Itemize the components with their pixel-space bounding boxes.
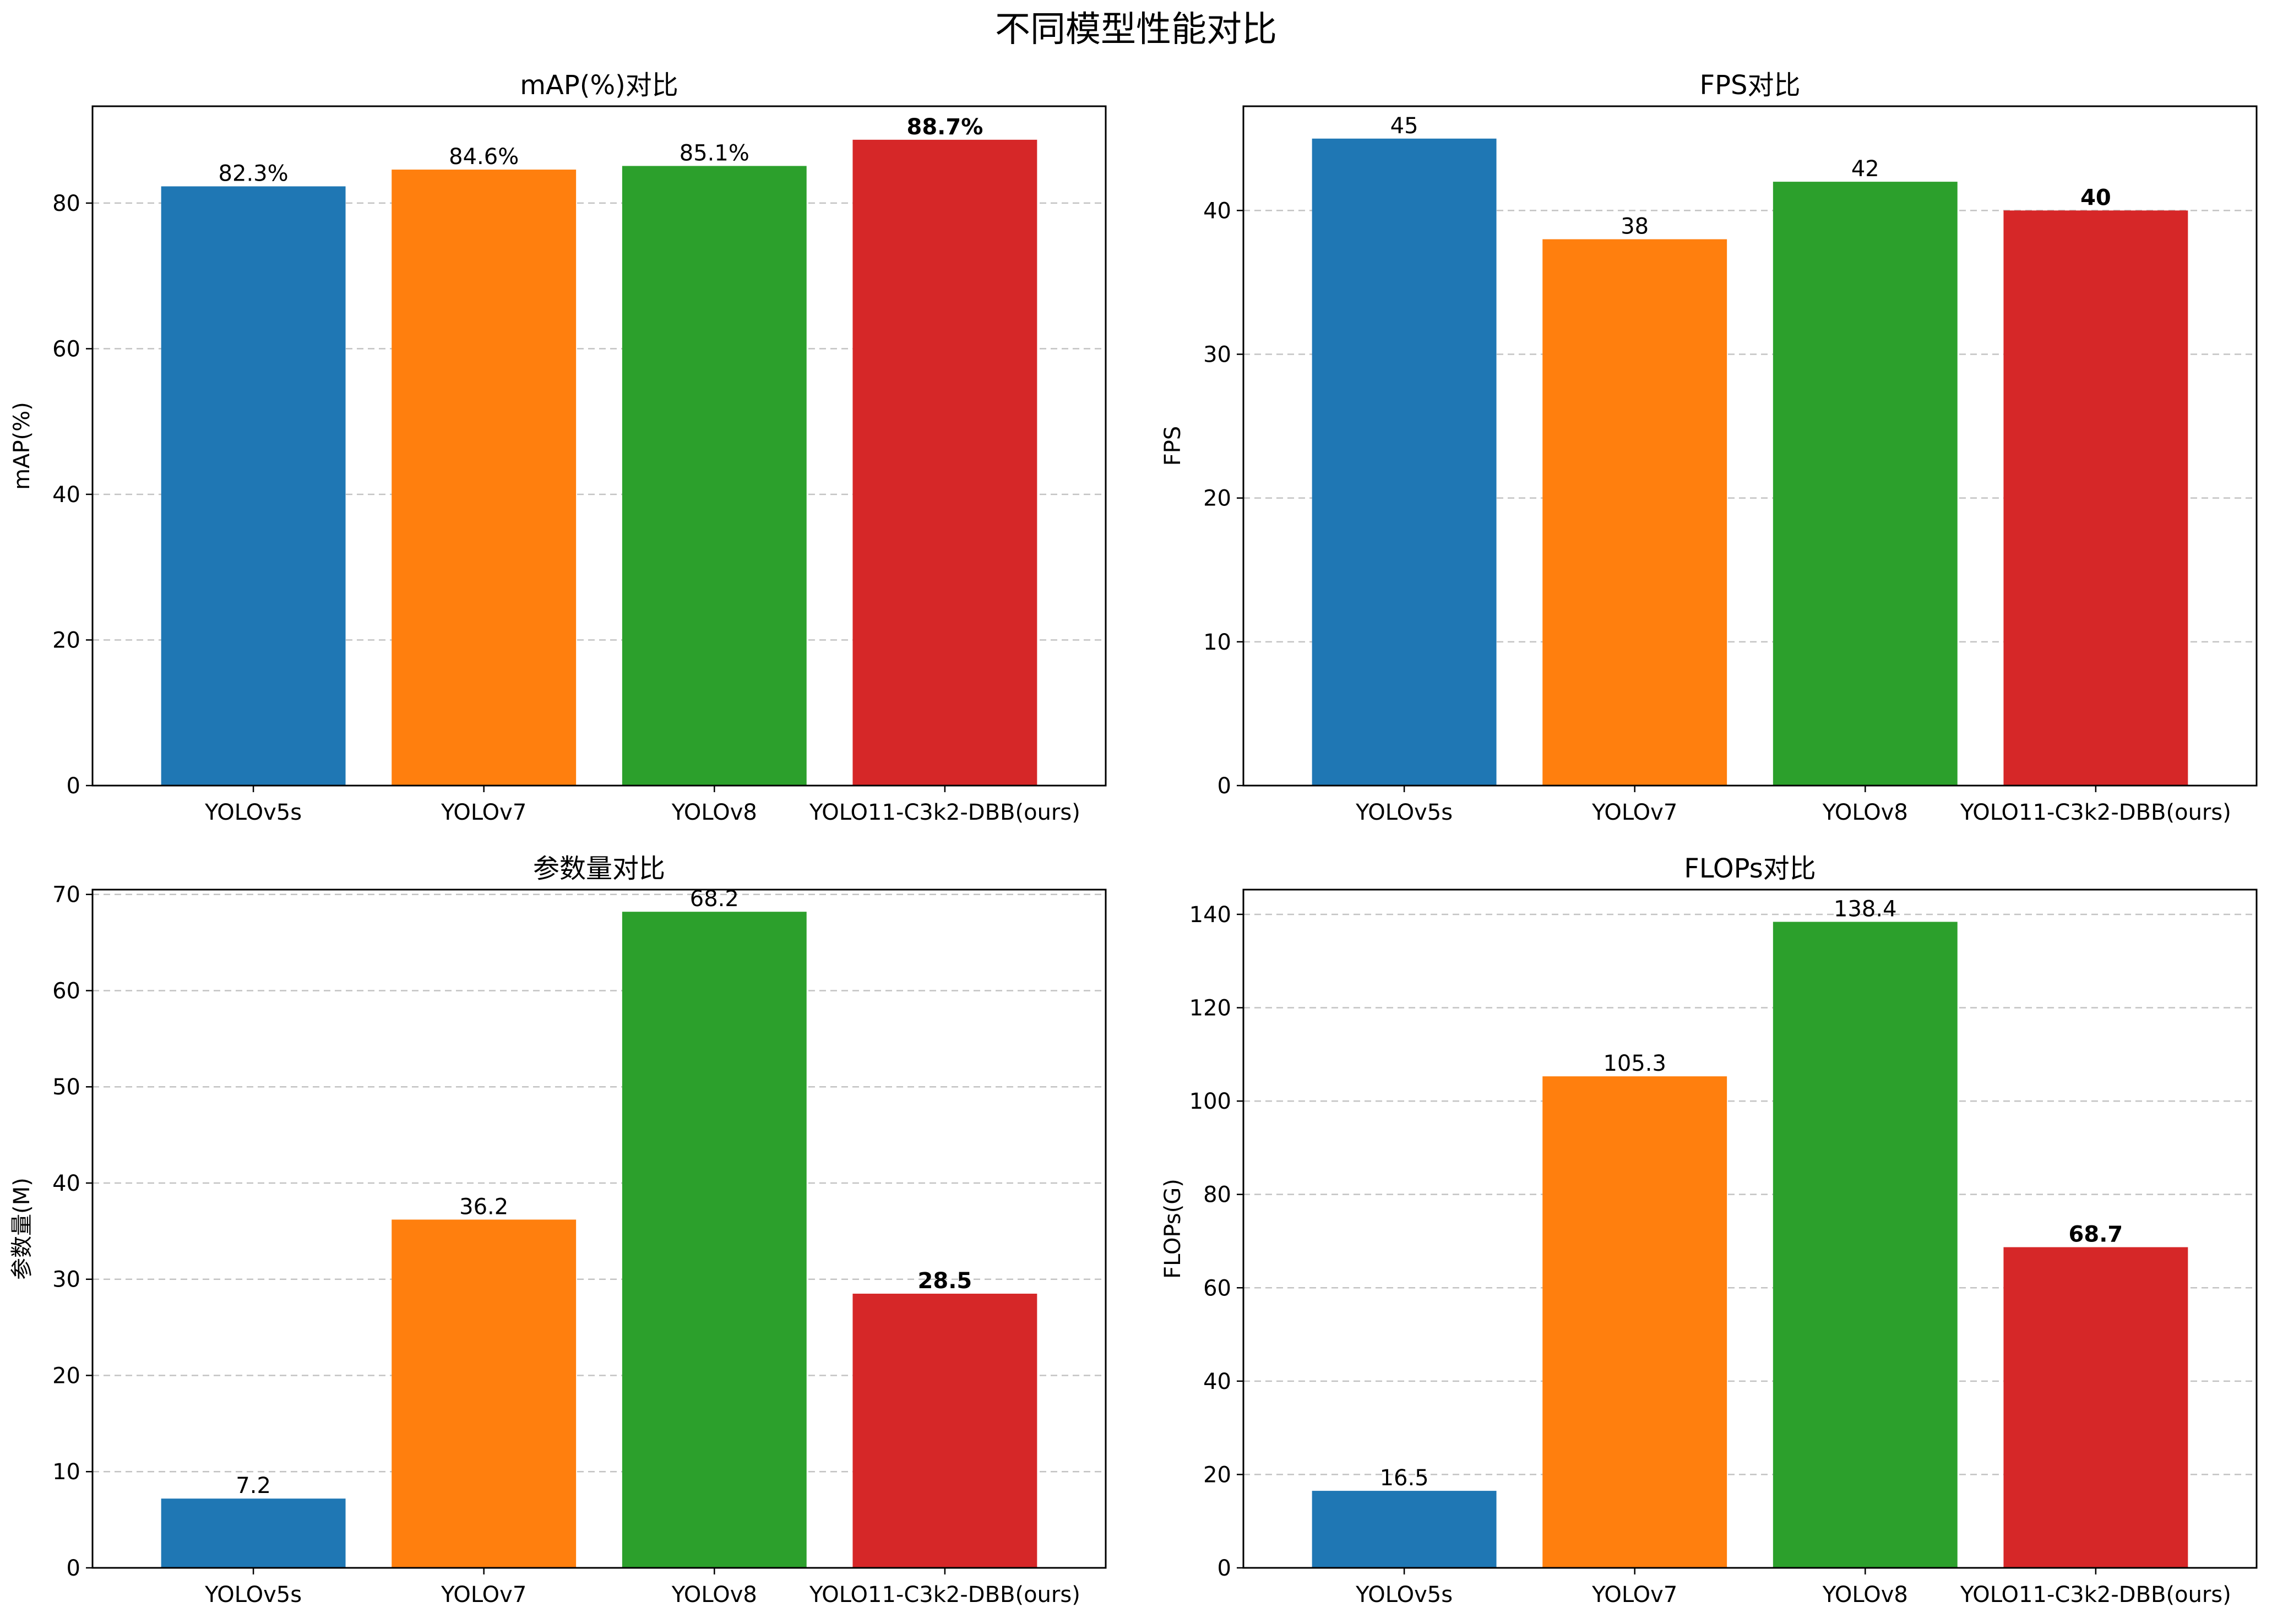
- data-label: 45: [1390, 113, 1418, 139]
- plot-frame: [91, 105, 1107, 787]
- data-label: 82.3%: [219, 161, 289, 186]
- data-label: 28.5: [918, 1268, 972, 1294]
- y-tick-label: 50: [52, 1075, 80, 1100]
- x-tick-label: YOLOv8: [671, 800, 757, 825]
- plot-frame: [1242, 889, 2258, 1569]
- bar-yolov8: [1773, 922, 1958, 1568]
- y-tick-label: 80: [52, 191, 80, 216]
- chart-panel-4: FLOPs对比 0 20 40 60 80 100 120 140 FLOPs(G) 16.5 YOL…: [1160, 853, 2258, 1607]
- bar-yolo11-c3k2-dbb-ours-: [852, 139, 1037, 786]
- y-tick-label: 140: [1189, 902, 1231, 928]
- data-label: 88.7%: [907, 115, 983, 140]
- y-axis-label: 参数量(M): [9, 1178, 35, 1280]
- x-tick-label: YOLOv5s: [1355, 800, 1453, 825]
- x-tick-label: YOLOv7: [441, 800, 526, 825]
- chart-title: 参数量对比: [533, 853, 665, 884]
- data-label: 38: [1621, 214, 1649, 239]
- x-tick-label: YOLOv7: [441, 1582, 526, 1607]
- y-tick-label: 40: [52, 482, 80, 508]
- y-tick-label: 0: [1217, 1556, 1231, 1581]
- chart-panel-2: FPS对比 0 10 20 30 40 FPS 45 YOLOv5s 38 YOLOv7 42 YOLO…: [1160, 70, 2258, 825]
- bar-yolov7: [392, 1219, 577, 1568]
- data-label: 138.4: [1834, 897, 1897, 922]
- bar-yolov7: [392, 170, 577, 786]
- bar-yolov7: [1542, 1076, 1727, 1568]
- data-label: 42: [1851, 156, 1879, 182]
- x-tick-label: YOLO11-C3k2-DBB(ours): [1960, 1582, 2231, 1607]
- chart-panel-3: 参数量对比 0 10 20 30 40 50 60 70 参数量(M) 7.2 YOLOv5s 36.2…: [9, 853, 1107, 1607]
- chart-title: FLOPs对比: [1684, 853, 1816, 884]
- bar-yolov5s: [1312, 1491, 1497, 1568]
- y-axis-label: FPS: [1160, 426, 1186, 466]
- data-label: 85.1%: [680, 140, 749, 166]
- x-tick-label: YOLOv8: [671, 1582, 757, 1607]
- x-tick-label: YOLO11-C3k2-DBB(ours): [809, 800, 1080, 825]
- data-label: 84.6%: [449, 144, 519, 170]
- y-tick-label: 60: [1203, 1276, 1231, 1301]
- y-tick-label: 20: [52, 1363, 80, 1388]
- bar-yolov5s: [161, 1498, 346, 1568]
- y-tick-label: 40: [1203, 1369, 1231, 1394]
- y-axis-label: mAP(%): [9, 402, 35, 490]
- y-tick-label: 10: [1203, 630, 1231, 655]
- y-tick-label: 0: [67, 1556, 80, 1581]
- bar-yolov8: [1773, 182, 1958, 786]
- chart-title: mAP(%)对比: [520, 70, 678, 101]
- bar-yolov5s: [161, 186, 346, 786]
- data-label: 68.7: [2069, 1222, 2123, 1247]
- x-tick-label: YOLOv5s: [204, 1582, 302, 1607]
- x-tick-label: YOLOv8: [1822, 1582, 1908, 1607]
- bar-yolo11-c3k2-dbb-ours-: [852, 1293, 1037, 1568]
- x-tick-label: YOLOv8: [1822, 800, 1908, 825]
- x-tick-label: YOLO11-C3k2-DBB(ours): [1960, 800, 2231, 825]
- chart-title: FPS对比: [1699, 70, 1800, 101]
- y-tick-label: 20: [1203, 1462, 1231, 1487]
- y-tick-label: 40: [52, 1171, 80, 1196]
- y-tick-label: 20: [1203, 486, 1231, 511]
- plot-frame: [91, 889, 1107, 1569]
- data-label: 7.2: [236, 1473, 271, 1498]
- y-axis-label: FLOPs(G): [1160, 1179, 1186, 1279]
- figure-title: 不同模型性能对比: [995, 9, 1277, 50]
- y-tick-label: 70: [52, 882, 80, 908]
- bar-yolov8: [622, 166, 807, 786]
- y-tick-label: 10: [52, 1459, 80, 1485]
- y-tick-label: 100: [1189, 1089, 1231, 1114]
- y-tick-label: 80: [1203, 1182, 1231, 1208]
- x-tick-label: YOLOv5s: [204, 800, 302, 825]
- y-tick-label: 0: [1217, 773, 1231, 799]
- data-label: 105.3: [1603, 1051, 1666, 1076]
- bar-yolov8: [622, 912, 807, 1568]
- chart-panel-1: mAP(%)对比 0 20 40 60 80 mAP(%) 82.3% YOLOv5s 84.6%…: [9, 70, 1107, 825]
- plot-frame: [1242, 105, 2258, 787]
- x-tick-label: YOLOv7: [1591, 1582, 1677, 1607]
- x-tick-label: YOLO11-C3k2-DBB(ours): [809, 1582, 1080, 1607]
- y-tick-label: 60: [52, 978, 80, 1004]
- bar-yolov5s: [1312, 138, 1497, 786]
- data-label: 40: [2080, 185, 2111, 210]
- y-tick-label: 40: [1203, 198, 1231, 224]
- y-tick-label: 30: [1203, 342, 1231, 368]
- data-label: 16.5: [1380, 1465, 1429, 1491]
- x-tick-label: YOLOv5s: [1355, 1582, 1453, 1607]
- y-tick-label: 60: [52, 336, 80, 362]
- data-label: 68.2: [690, 886, 739, 912]
- bar-yolov7: [1542, 239, 1727, 786]
- bar-yolo11-c3k2-dbb-ours-: [2003, 1247, 2188, 1568]
- y-tick-label: 0: [67, 773, 80, 799]
- bar-yolo11-c3k2-dbb-ours-: [2003, 210, 2188, 786]
- y-tick-label: 120: [1189, 996, 1231, 1021]
- y-tick-label: 20: [52, 628, 80, 653]
- data-label: 36.2: [459, 1194, 508, 1219]
- chart-panels: mAP(%)对比 0 20 40 60 80 mAP(%) 82.3% YOLOv5s 84.6%…: [9, 70, 2258, 1607]
- y-tick-label: 30: [52, 1267, 80, 1293]
- x-tick-label: YOLOv7: [1591, 800, 1677, 825]
